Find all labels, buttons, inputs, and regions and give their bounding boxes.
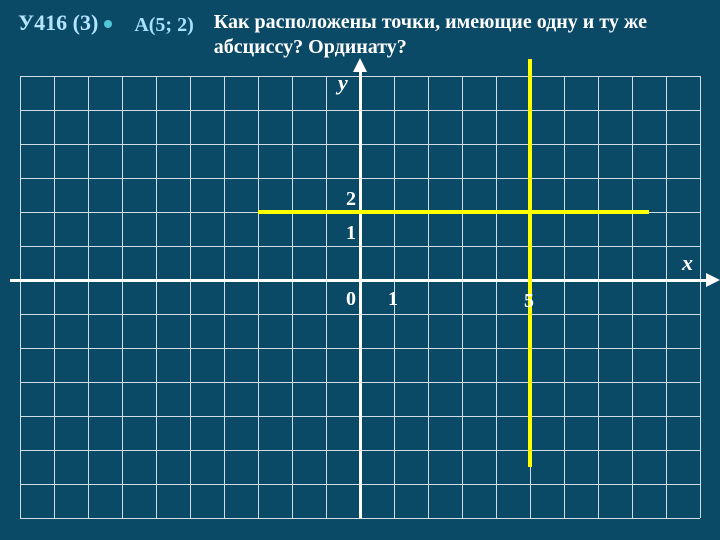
grid-line-vertical xyxy=(156,76,157,518)
grid-line-vertical xyxy=(326,76,327,518)
tick-label: 2 xyxy=(346,188,356,211)
x-axis-label: x xyxy=(682,250,693,276)
question-text: Как расположены точки, имеющие одну и ту… xyxy=(214,10,702,60)
grid-line-vertical xyxy=(292,76,293,518)
grid-line-vertical xyxy=(666,76,667,518)
grid-line-vertical xyxy=(428,76,429,518)
grid-line-vertical xyxy=(54,76,55,518)
tick-label: 1 xyxy=(346,222,356,245)
grid-line-vertical xyxy=(462,76,463,518)
grid-line-vertical xyxy=(20,76,21,518)
x-axis-arrow-icon xyxy=(706,273,720,287)
grid-line-vertical xyxy=(700,76,701,518)
tick-label: 1 xyxy=(388,288,398,311)
highlight-vertical-line xyxy=(528,59,532,467)
coordinate-grid: 01512yx xyxy=(20,76,700,518)
grid-line-vertical xyxy=(632,76,633,518)
grid-line-vertical xyxy=(598,76,599,518)
grid-line-vertical xyxy=(564,76,565,518)
grid-line-vertical xyxy=(190,76,191,518)
point-label: А(5; 2) xyxy=(134,14,193,37)
y-axis-label: y xyxy=(338,70,348,96)
header: У416 (3) А(5; 2) Как расположены точки, … xyxy=(0,0,720,60)
grid-line-vertical xyxy=(224,76,225,518)
tick-label: 0 xyxy=(346,288,356,311)
grid-line-vertical xyxy=(122,76,123,518)
highlight-horizontal-line xyxy=(258,210,649,214)
grid-line-vertical xyxy=(88,76,89,518)
slide: У416 (3) А(5; 2) Как расположены точки, … xyxy=(0,0,720,540)
exercise-label: У416 (3) xyxy=(18,10,98,36)
dot-marker-icon xyxy=(104,20,112,28)
grid-line-vertical xyxy=(258,76,259,518)
y-axis-arrow-icon xyxy=(353,58,367,72)
tick-label: 5 xyxy=(524,290,534,313)
y-axis xyxy=(359,66,362,518)
grid-line-vertical xyxy=(496,76,497,518)
grid-line-horizontal xyxy=(20,518,700,519)
